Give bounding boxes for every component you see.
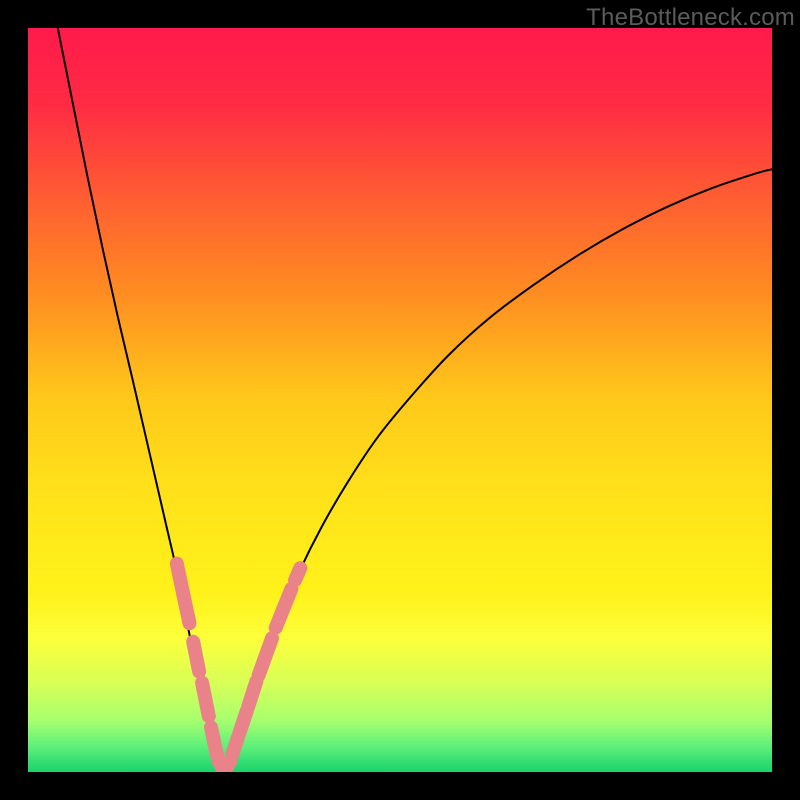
watermark-text: TheBottleneck.com <box>586 4 795 32</box>
marker-pill <box>276 589 292 628</box>
bottleneck-curve <box>58 28 772 772</box>
marker-pill <box>211 727 217 755</box>
marker-pill <box>202 683 209 716</box>
marker-pill <box>295 568 300 580</box>
marker-pill <box>232 738 238 756</box>
marker-pill <box>259 638 272 675</box>
marker-pill <box>193 642 199 672</box>
marker-pill <box>248 681 256 706</box>
marker-pill <box>177 564 190 624</box>
marker-pill <box>224 761 230 772</box>
plot-area <box>28 28 772 772</box>
curve-layer <box>28 28 772 772</box>
marker-pill <box>239 711 246 733</box>
